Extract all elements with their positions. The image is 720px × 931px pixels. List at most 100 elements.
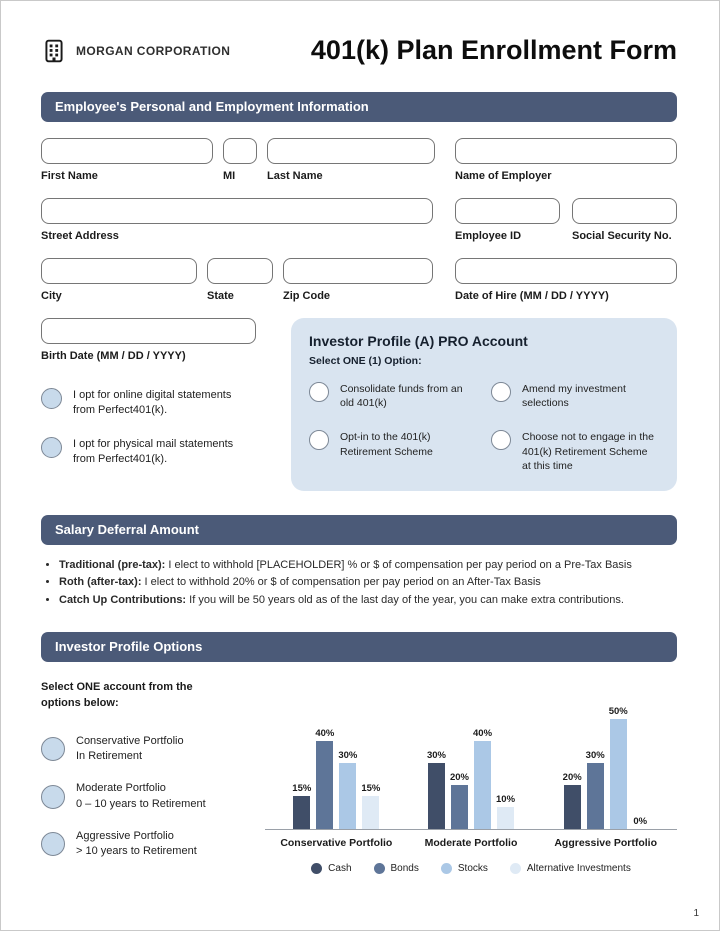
legend-item: Alternative Investments — [509, 862, 631, 874]
radio-digital-statements[interactable]: I opt for online digital statements from… — [41, 388, 285, 419]
first-name-label: First Name — [41, 170, 98, 182]
radio-circle-icon[interactable] — [41, 388, 62, 409]
birth-date-field[interactable] — [41, 318, 256, 344]
hire-date-field[interactable] — [455, 258, 677, 284]
city-field[interactable] — [41, 258, 197, 284]
radio-conservative-portfolio[interactable]: Conservative Portfolio In Retirement — [41, 734, 259, 765]
radio-circle-icon[interactable] — [491, 430, 511, 451]
street-address-field[interactable] — [41, 198, 433, 224]
bar-stocks: 50% — [609, 706, 628, 829]
radio-circle-icon[interactable] — [41, 784, 65, 809]
street-group: Street Address — [41, 198, 433, 242]
bar-rect — [563, 784, 581, 829]
legend-dot-icon — [373, 862, 385, 874]
bar-rect — [497, 806, 515, 829]
bar-bonds: 20% — [450, 772, 469, 829]
category-label: Conservative Portfolio — [280, 836, 393, 849]
bar-alternative-investments: 0% — [632, 816, 649, 829]
last-name-label: Last Name — [267, 170, 323, 182]
birth-date-label: Birth Date (MM / DD / YYYY) — [41, 350, 186, 362]
employee-id-field[interactable] — [455, 198, 560, 224]
panel-subtitle: Select ONE (1) Option: — [309, 355, 422, 367]
panel-options: Consolidate funds from an old 401(k) Ame… — [309, 382, 659, 473]
zip-group: Zip Code — [283, 258, 433, 302]
city-label: City — [41, 290, 62, 302]
bar-stocks: 40% — [473, 728, 492, 829]
employer-field[interactable] — [455, 138, 677, 164]
panel-title: Investor Profile (A) PRO Account — [309, 333, 528, 349]
last-name-group: Last Name — [267, 138, 435, 182]
radio-circle-icon[interactable] — [41, 436, 62, 458]
company-name: MORGAN CORPORATION — [76, 43, 231, 58]
zip-code-label: Zip Code — [283, 290, 331, 302]
mi-field[interactable] — [223, 138, 257, 164]
radio-circle-icon[interactable] — [309, 382, 329, 402]
bar-stocks: 30% — [338, 750, 357, 829]
form-row-1: First Name MI Last Name Name of Employer — [41, 138, 677, 182]
radio-amend-selections[interactable]: Amend my investment selections — [491, 382, 659, 410]
state-field[interactable] — [207, 258, 273, 284]
statement-options: I opt for online digital statements from… — [41, 388, 285, 468]
lower-personal-area: Birth Date (MM / DD / YYYY) I opt for on… — [41, 318, 677, 491]
hire-date-group: Date of Hire (MM / DD / YYYY) — [455, 258, 677, 302]
bar-value-label: 15% — [292, 782, 312, 794]
radio-circle-icon[interactable] — [309, 430, 329, 451]
bar-rect — [362, 795, 380, 829]
bar-rect — [474, 740, 491, 829]
legend-item: Cash — [311, 862, 352, 874]
investor-profile-panel: Investor Profile (A) PRO Account Select … — [291, 318, 677, 491]
radio-label: Consolidate funds from an old 401(k) — [340, 383, 463, 410]
building-icon — [41, 38, 67, 64]
section-header-investor: Investor Profile Options — [41, 631, 677, 662]
bar-rect — [450, 784, 468, 829]
zip-code-field[interactable] — [283, 258, 433, 284]
radio-circle-icon[interactable] — [41, 832, 65, 857]
bar-alternative-investments: 10% — [496, 794, 515, 829]
last-name-field[interactable] — [267, 138, 435, 164]
bar-value-label: 15% — [361, 782, 381, 794]
radio-no-engage-scheme[interactable]: Choose not to engage in the 401(k) Retir… — [491, 430, 659, 473]
header: MORGAN CORPORATION 401(k) Plan Enrollmen… — [1, 1, 719, 66]
ssn-group: Social Security No. — [572, 198, 677, 242]
radio-circle-icon[interactable] — [41, 736, 65, 761]
legend-name: Stocks — [457, 862, 488, 874]
allocation-bar-chart: 15% 40% 30% 15% 30% 20% 40% 10% 20% 30% 50% 0% Cons… — [265, 680, 677, 874]
form-row-2: Street Address Employee ID Social Securi… — [41, 198, 677, 242]
ssn-field[interactable] — [572, 198, 677, 224]
bullet-lead: Traditional (pre-tax): — [59, 558, 166, 571]
legend-dot-icon — [440, 862, 452, 874]
radio-physical-statements[interactable]: I opt for physical mail statements from … — [41, 436, 285, 468]
legend-name: Cash — [328, 862, 352, 874]
state-group: State — [207, 258, 273, 302]
city-group: City — [41, 258, 197, 302]
bar-cash: 30% — [427, 750, 446, 829]
radio-moderate-portfolio[interactable]: Moderate Portfolio 0 – 10 years to Retire… — [41, 781, 259, 812]
salary-bullet-list: Traditional (pre-tax): I elect to withho… — [59, 557, 673, 610]
hire-date-label: Date of Hire (MM / DD / YYYY) — [455, 290, 609, 302]
legend-name: Bonds — [390, 862, 419, 874]
legend-dot-icon — [509, 862, 521, 874]
first-name-field[interactable] — [41, 138, 213, 164]
bar-rect — [586, 762, 604, 829]
radio-label: I opt for online digital statements from… — [73, 389, 232, 417]
employee-id-label: Employee ID — [455, 230, 522, 242]
radio-aggressive-portfolio[interactable]: Aggressive Portfolio > 10 years to Retire… — [41, 829, 259, 860]
chart-category-labels: Conservative Portfolio Moderate Portfolio… — [265, 837, 677, 849]
legend-dot-icon — [311, 862, 323, 874]
chart-plot-area: 15% 40% 30% 15% 30% 20% 40% 10% 20% 30% 50% 0% — [265, 680, 677, 830]
state-label: State — [207, 290, 234, 302]
radio-circle-icon[interactable] — [491, 382, 511, 402]
mi-label: MI — [223, 170, 236, 182]
portfolio-options: Conservative Portfolio In Retirement Mode… — [41, 734, 259, 860]
category-label: Moderate Portfolio — [424, 836, 518, 849]
select-account-prompt: Select ONE account from the options belo… — [41, 680, 193, 709]
employer-group: Name of Employer — [455, 138, 677, 182]
bullet-roth: Roth (after-tax): I elect to withhold 20… — [59, 574, 673, 592]
chart-legend: Cash Bonds Stocks Alternative Investments — [265, 862, 677, 874]
bullet-catch-up: Catch Up Contributions: If you will be 5… — [59, 592, 673, 610]
radio-consolidate-funds[interactable]: Consolidate funds from an old 401(k) — [309, 382, 477, 410]
bar-alternative-investments: 15% — [361, 783, 380, 829]
radio-opt-in-scheme[interactable]: Opt-in to the 401(k) Retirement Scheme — [309, 430, 477, 473]
bar-value-label: 50% — [608, 705, 628, 717]
